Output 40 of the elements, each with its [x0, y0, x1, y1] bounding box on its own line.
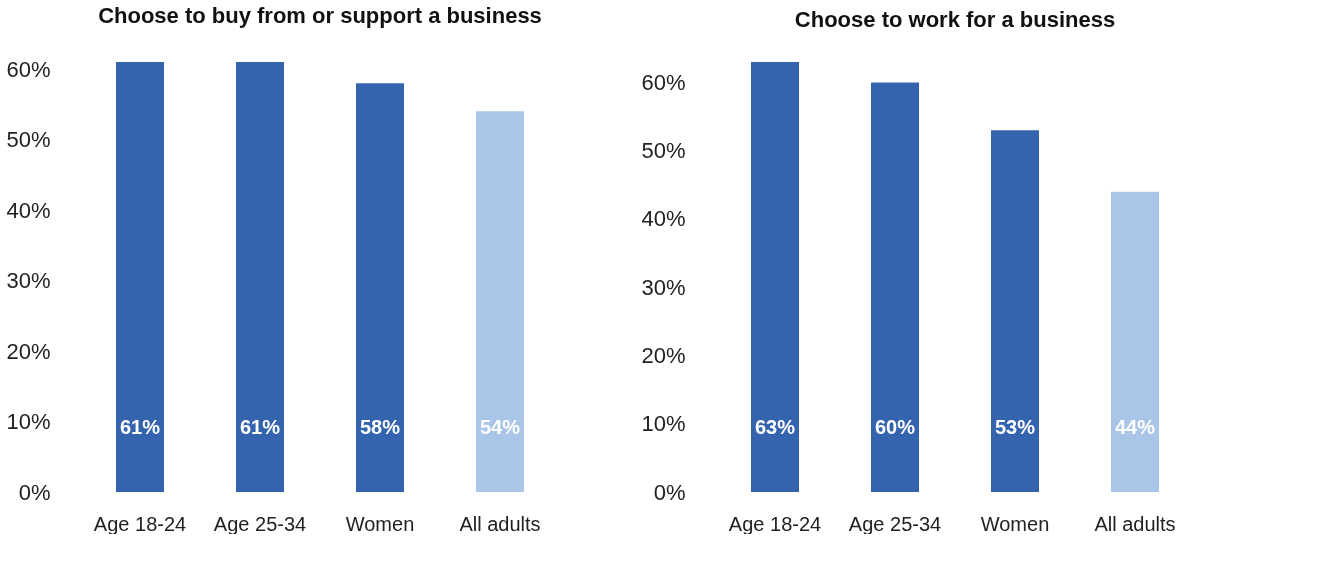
y-tick-label: 0%	[18, 479, 51, 505]
bar	[236, 62, 284, 492]
y-tick-label: 40%	[641, 206, 686, 232]
x-tick-label: Age 25-34	[213, 512, 307, 535]
data-label: 61%	[119, 416, 161, 438]
chart-title: Choose to work for a business	[794, 7, 1116, 32]
x-tick-label: Women	[345, 512, 415, 535]
bar	[991, 130, 1039, 492]
data-label: 54%	[479, 416, 521, 438]
data-label: 44%	[1114, 416, 1156, 438]
bar	[1111, 191, 1159, 492]
bar	[356, 83, 404, 492]
y-tick-label: 50%	[6, 127, 51, 153]
x-tick-label: Age 25-34	[848, 512, 942, 535]
chart-title: Choose to buy from or support a business	[98, 3, 542, 29]
y-tick-label: 30%	[641, 274, 686, 300]
y-tick-label: 50%	[641, 138, 686, 164]
x-tick-label: Age 18-24	[728, 512, 822, 535]
data-label: 58%	[359, 416, 401, 438]
y-tick-label: 30%	[6, 268, 51, 294]
y-tick-label: 60%	[6, 56, 51, 82]
y-tick-label: 40%	[6, 197, 51, 223]
y-tick-label: 20%	[6, 338, 51, 364]
bar	[751, 62, 799, 492]
x-tick-label: All adults	[459, 512, 541, 535]
y-tick-label: 60%	[641, 69, 686, 95]
data-label: 53%	[994, 416, 1036, 438]
bar	[476, 111, 524, 492]
data-label: 61%	[239, 416, 281, 438]
bar	[871, 82, 919, 492]
y-tick-label: 0%	[653, 479, 686, 505]
x-tick-label: All adults	[1094, 512, 1176, 535]
y-tick-label: 10%	[6, 409, 51, 435]
data-label: 60%	[874, 416, 916, 438]
x-tick-label: Age 18-24	[93, 512, 187, 535]
y-tick-label: 20%	[641, 342, 686, 368]
y-tick-label: 10%	[641, 411, 686, 437]
bar	[116, 62, 164, 492]
data-label: 63%	[754, 416, 796, 438]
x-tick-label: Women	[980, 512, 1050, 535]
